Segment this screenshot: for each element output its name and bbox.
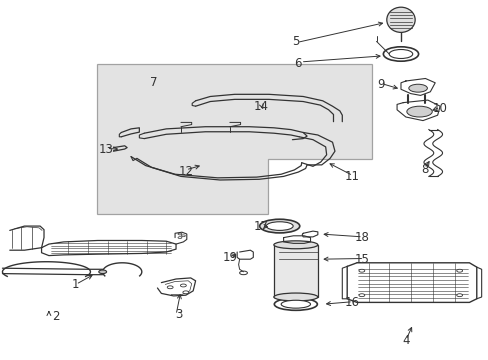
Ellipse shape [358,294,364,297]
Ellipse shape [408,84,427,92]
Text: 10: 10 [432,102,447,114]
Ellipse shape [281,300,310,308]
Text: 3: 3 [174,309,182,321]
Text: 8: 8 [421,163,428,176]
Text: 13: 13 [99,143,114,156]
Text: 1: 1 [72,278,80,291]
Text: 17: 17 [254,220,268,233]
Text: 15: 15 [354,253,368,266]
Ellipse shape [259,219,299,233]
Ellipse shape [358,269,364,272]
Text: 2: 2 [52,310,60,323]
Text: 19: 19 [222,251,237,264]
Text: 16: 16 [344,296,359,309]
Ellipse shape [456,269,462,272]
Text: 9: 9 [377,78,385,91]
Text: 14: 14 [254,100,268,113]
Text: 12: 12 [178,165,193,177]
Ellipse shape [273,241,317,249]
Text: 5: 5 [291,35,299,48]
Ellipse shape [386,7,414,32]
Ellipse shape [406,106,431,117]
Bar [273,245,317,297]
Polygon shape [97,64,371,214]
Text: 4: 4 [401,334,409,347]
Ellipse shape [183,291,188,294]
Ellipse shape [99,270,106,274]
Ellipse shape [167,286,173,289]
Text: 18: 18 [354,231,368,244]
Ellipse shape [388,50,412,59]
Ellipse shape [265,222,292,230]
Text: 11: 11 [344,170,359,183]
Ellipse shape [273,293,317,301]
Ellipse shape [180,284,186,287]
Ellipse shape [456,294,462,297]
Text: 7: 7 [150,76,158,89]
Text: 6: 6 [294,57,302,69]
